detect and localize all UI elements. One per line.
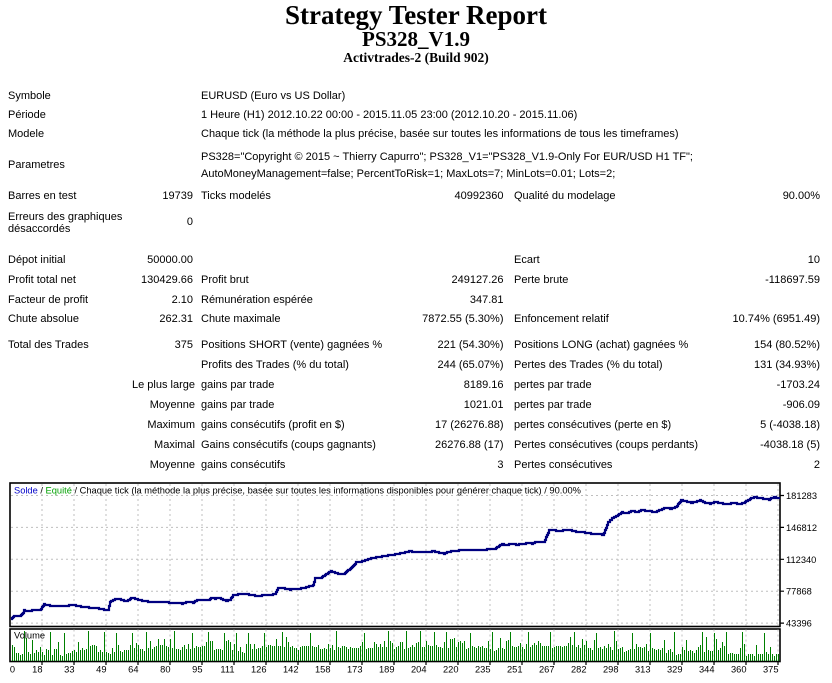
svg-text:181283: 181283 [786, 491, 817, 501]
svg-text:267: 267 [539, 665, 555, 675]
svg-text:95: 95 [192, 665, 202, 675]
svg-text:Solde / Equité / Chaque tick (: Solde / Equité / Chaque tick (la méthode… [14, 486, 581, 496]
svg-text:220: 220 [443, 665, 459, 675]
svg-text:173: 173 [347, 665, 363, 675]
svg-text:18: 18 [32, 665, 42, 675]
svg-text:49: 49 [96, 665, 106, 675]
svg-text:204: 204 [411, 665, 427, 675]
svg-text:251: 251 [507, 665, 523, 675]
svg-text:282: 282 [571, 665, 587, 675]
svg-text:80: 80 [160, 665, 170, 675]
svg-text:64: 64 [128, 665, 138, 675]
svg-text:344: 344 [699, 665, 715, 675]
svg-text:126: 126 [251, 665, 267, 675]
svg-text:111: 111 [220, 665, 234, 675]
svg-text:158: 158 [315, 665, 331, 675]
svg-text:329: 329 [667, 665, 683, 675]
svg-text:375: 375 [763, 665, 779, 675]
svg-text:112340: 112340 [786, 555, 816, 565]
svg-text:77868: 77868 [786, 587, 812, 597]
svg-text:298: 298 [603, 665, 619, 675]
svg-text:0: 0 [10, 665, 15, 675]
svg-text:Volume: Volume [14, 631, 45, 641]
svg-text:360: 360 [731, 665, 747, 675]
svg-text:142: 142 [283, 665, 299, 675]
svg-text:189: 189 [379, 665, 395, 675]
svg-text:33: 33 [64, 665, 74, 675]
svg-text:43396: 43396 [786, 619, 812, 629]
svg-text:235: 235 [475, 665, 491, 675]
svg-text:146812: 146812 [786, 523, 817, 533]
svg-text:313: 313 [635, 665, 651, 675]
